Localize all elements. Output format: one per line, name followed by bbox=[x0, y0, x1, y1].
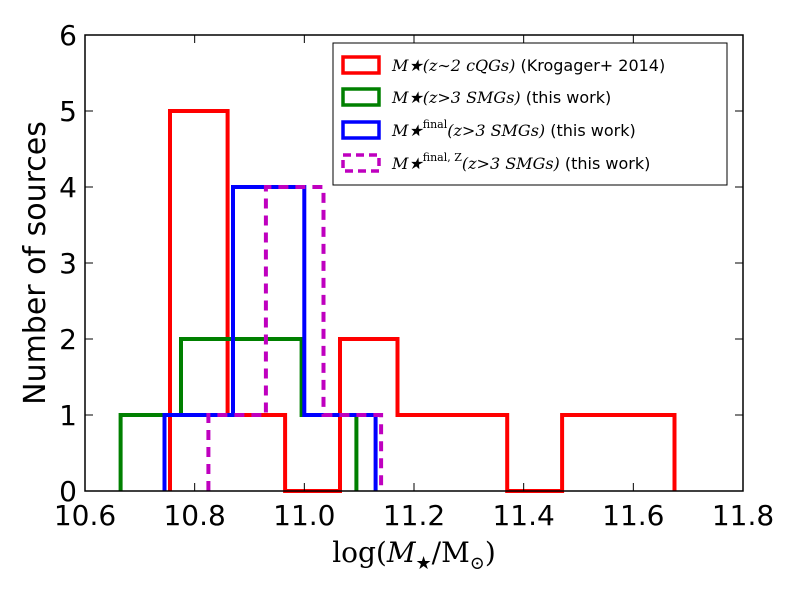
y-tick-label-2: 2 bbox=[59, 323, 77, 356]
axis-tick-labels: 10.6 10.8 11.0 11.2 11.4 11.6 11.8 0 1 2 3 4 5 6 bbox=[54, 19, 774, 532]
histogram-series-layer bbox=[118, 109, 677, 493]
x-axis-title: log(M★/M⊙) bbox=[332, 536, 496, 574]
y-tick-label-5: 5 bbox=[59, 95, 77, 128]
y-axis-title: Number of sources bbox=[18, 121, 53, 405]
y-tick-label-6: 6 bbox=[59, 19, 77, 52]
x-tick-label-1: 10.8 bbox=[163, 499, 225, 532]
legend-label-0: M★(z∼2 cQGs) (Krogager+ 2014) bbox=[391, 56, 665, 75]
histogram-series-0 bbox=[168, 109, 677, 493]
y-tick-label-3: 3 bbox=[59, 247, 77, 280]
x-tick-label-4: 11.4 bbox=[492, 499, 554, 532]
x-tick-label-2: 11.0 bbox=[273, 499, 335, 532]
x-tick-label-0: 10.6 bbox=[54, 499, 116, 532]
legend-swatch-3 bbox=[341, 153, 381, 173]
legend: M★(z∼2 cQGs) (Krogager+ 2014) M★(z>3 SMGs… bbox=[332, 42, 728, 186]
axis-ticks bbox=[84, 34, 744, 492]
y-tick-label-1: 1 bbox=[59, 399, 77, 432]
legend-label-2: M★final(z>3 SMGs) (this work) bbox=[391, 118, 636, 140]
x-tick-label-6: 11.8 bbox=[712, 499, 774, 532]
legend-label-3: M★final, Z(z>3 SMGs) (this work) bbox=[391, 151, 650, 173]
histogram-series-3 bbox=[206, 185, 384, 491]
x-tick-label-3: 11.2 bbox=[383, 499, 445, 532]
x-tick-label-5: 11.6 bbox=[602, 499, 664, 532]
legend-box bbox=[332, 42, 728, 186]
x-axis-title-text: log(M★/M⊙) bbox=[332, 536, 496, 574]
legend-label-1: M★(z>3 SMGs) (this work) bbox=[391, 88, 611, 107]
y-tick-label-4: 4 bbox=[59, 171, 77, 204]
y-tick-label-0: 0 bbox=[59, 475, 77, 508]
legend-swatch-1 bbox=[341, 87, 381, 107]
legend-swatch-2 bbox=[341, 120, 381, 140]
legend-swatch-0 bbox=[341, 55, 381, 75]
